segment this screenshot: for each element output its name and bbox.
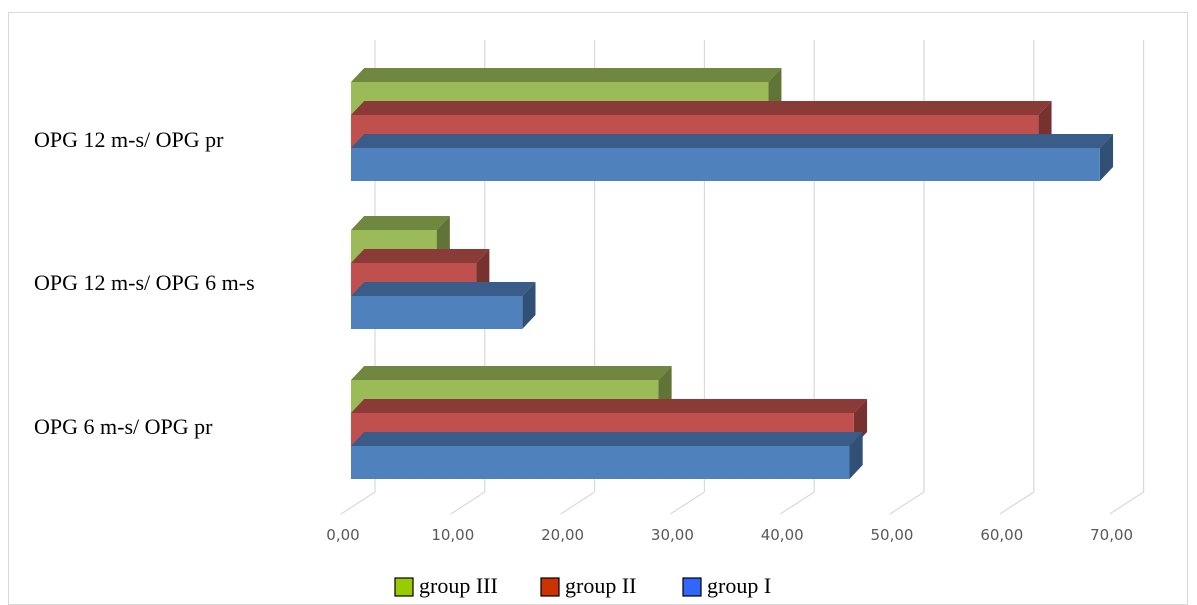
floor-gridline: [560, 491, 595, 515]
bar-top-face: [351, 249, 490, 263]
legend-swatch: [682, 577, 702, 597]
bar-top-face: [351, 68, 782, 82]
x-tick-label: 60,00: [980, 526, 1023, 544]
x-tick-label: 0,00: [326, 526, 359, 544]
bar-top-face: [351, 101, 1052, 115]
category-label: OPG 12 m-s/ OPG 6 m-s: [34, 270, 255, 295]
x-tick-label: 50,00: [871, 526, 914, 544]
legend-swatch: [540, 577, 560, 597]
x-tick-label: 20,00: [541, 526, 584, 544]
bars: [351, 68, 1114, 479]
x-tick-label: 30,00: [651, 526, 694, 544]
bar-top-face: [351, 432, 863, 446]
legend: group III group II group I: [394, 573, 771, 598]
bar-top-face: [351, 282, 536, 296]
bar-top-face: [351, 366, 672, 380]
x-tick-label: 70,00: [1090, 526, 1133, 544]
category-label: OPG 6 m-s/ OPG pr: [34, 414, 213, 439]
bar-group-i: [351, 446, 850, 479]
x-tick-label: 10,00: [431, 526, 474, 544]
bar-side-face: [1099, 134, 1114, 181]
floor-gridline: [999, 491, 1035, 515]
legend-label: group II: [565, 573, 636, 598]
category-label: OPG 12 m-s/ OPG pr: [34, 127, 224, 152]
bar-side-face: [522, 282, 536, 329]
bar-group-i: [351, 148, 1100, 181]
floor-gridline: [1109, 491, 1144, 515]
floor-gridline: [779, 491, 815, 515]
legend-label: group III: [419, 573, 498, 598]
floor-gridline: [450, 491, 486, 515]
bar-group-i: [351, 296, 523, 329]
x-tick-label: 40,00: [761, 526, 804, 544]
floor-gridline: [889, 491, 925, 515]
x-tick-labels: 0,00 10,00 20,00 30,00 40,00 50,00 60,00 70,00: [326, 526, 1133, 544]
bar-side-face: [849, 432, 863, 479]
bar-top-face: [351, 134, 1114, 148]
floor-gridline: [340, 491, 376, 515]
bar-top-face: [351, 216, 450, 230]
category-labels: OPG 6 m-s/ OPG pr OPG 12 m-s/ OPG 6 m-s OP…: [34, 127, 255, 439]
floor-gridline: [670, 491, 705, 515]
legend-label: group I: [707, 573, 771, 598]
bar-top-face: [351, 399, 868, 413]
legend-swatch: [394, 577, 414, 597]
